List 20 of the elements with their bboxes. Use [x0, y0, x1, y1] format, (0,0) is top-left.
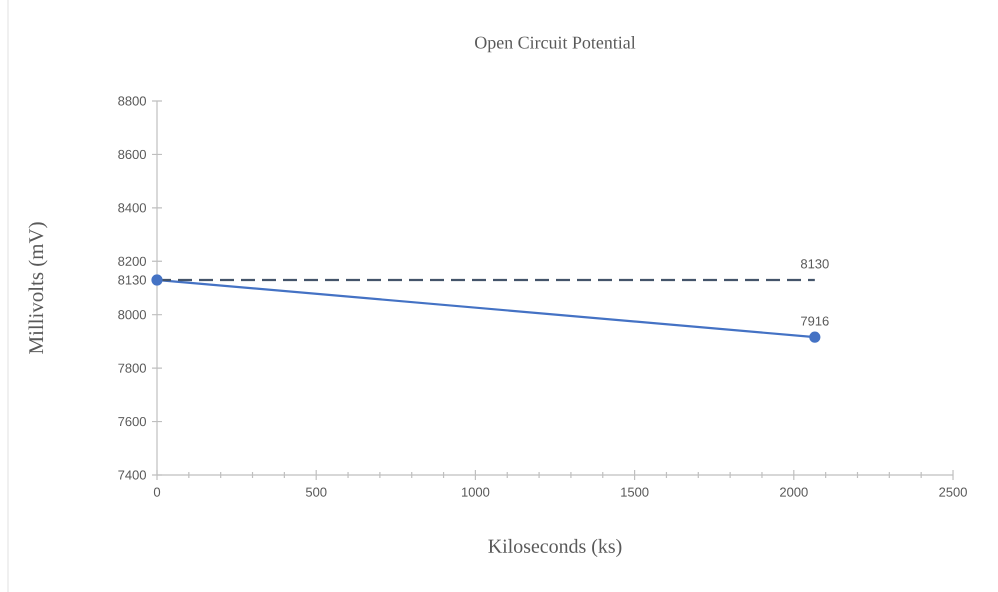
y-tick-label: 8800	[118, 96, 146, 106]
data-label: 8130	[800, 259, 829, 268]
x-tick-label: 500	[306, 488, 326, 497]
x-tick-label: 0	[154, 488, 160, 497]
y-tick-label: 7400	[118, 470, 146, 480]
x-tick-label: 1500	[621, 488, 649, 497]
chart-title: Open Circuit Potential	[475, 36, 636, 52]
y-tick-label: 8200	[118, 256, 146, 266]
y-tick-label: 8400	[118, 203, 146, 212]
x-tick-label: 2500	[939, 488, 967, 497]
y-tick-label: 8000	[118, 310, 146, 320]
y-tick-label: 7800	[118, 364, 146, 373]
y-tick-label: 8130	[118, 275, 146, 285]
x-tick-label: 2000	[780, 488, 808, 497]
y-tick-label: 8600	[118, 150, 146, 160]
y-axis-title: Millivolts (mV)	[28, 222, 48, 354]
x-tick-label: 1000	[462, 488, 490, 497]
x-axis-title: Kiloseconds (ks)	[488, 538, 622, 557]
y-tick-label: 7600	[118, 416, 146, 426]
data-label: 7916	[801, 316, 829, 326]
